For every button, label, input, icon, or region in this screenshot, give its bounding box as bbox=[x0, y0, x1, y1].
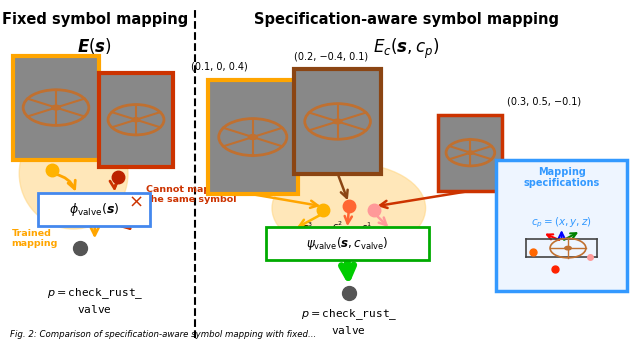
Text: (0.1, 0, 0.4): (0.1, 0, 0.4) bbox=[191, 62, 247, 72]
Circle shape bbox=[467, 151, 474, 154]
Text: $p = \mathtt{check\_rust\_}$
$\mathtt{valve}$: $p = \mathtt{check\_rust\_}$ $\mathtt{va… bbox=[301, 307, 397, 336]
Circle shape bbox=[52, 105, 60, 110]
Text: (0.2, −0.4, 0.1): (0.2, −0.4, 0.1) bbox=[294, 51, 369, 61]
Text: Trained
mapping: Trained mapping bbox=[12, 229, 58, 248]
Text: Fig. 2: Comparison of specification-aware symbol mapping with fixed...: Fig. 2: Comparison of specification-awar… bbox=[10, 330, 316, 339]
Text: $\boldsymbol{E_c}(\boldsymbol{s}, \boldsymbol{c_p})$: $\boldsymbol{E_c}(\boldsymbol{s}, \bolds… bbox=[373, 36, 440, 61]
Text: $p = \mathtt{check\_rust\_}$
$\mathtt{valve}$: $p = \mathtt{check\_rust\_}$ $\mathtt{va… bbox=[47, 286, 143, 315]
FancyBboxPatch shape bbox=[496, 160, 627, 291]
Text: $c^1_{\mathrm{valve}}$: $c^1_{\mathrm{valve}}$ bbox=[361, 220, 384, 235]
Circle shape bbox=[248, 135, 257, 139]
Circle shape bbox=[132, 118, 140, 122]
Text: $c^3_{\mathrm{valve}}$: $c^3_{\mathrm{valve}}$ bbox=[302, 220, 325, 235]
Text: $\psi_{\mathrm{valve}}(\boldsymbol{s}, c_{\mathrm{valve}})$: $\psi_{\mathrm{valve}}(\boldsymbol{s}, c… bbox=[306, 235, 388, 252]
Text: Fixed symbol mapping: Fixed symbol mapping bbox=[1, 12, 188, 27]
Text: $c_p = (x, y, z)$: $c_p = (x, y, z)$ bbox=[531, 216, 592, 230]
Bar bbox=[294, 69, 381, 174]
FancyBboxPatch shape bbox=[38, 193, 150, 226]
Bar bbox=[99, 73, 173, 167]
Text: (0.3, 0.5, −0.1): (0.3, 0.5, −0.1) bbox=[507, 96, 581, 107]
FancyBboxPatch shape bbox=[266, 227, 429, 260]
Text: $\times$: $\times$ bbox=[129, 192, 143, 210]
Circle shape bbox=[333, 119, 342, 124]
Text: $\phi_{\mathrm{valve}}(\boldsymbol{s})$: $\phi_{\mathrm{valve}}(\boldsymbol{s})$ bbox=[69, 201, 120, 218]
Text: Specification-aware symbol mapping: Specification-aware symbol mapping bbox=[254, 12, 559, 27]
Text: $\boldsymbol{E}(\boldsymbol{s})$: $\boldsymbol{E}(\boldsymbol{s})$ bbox=[77, 36, 112, 57]
Bar bbox=[13, 56, 99, 160]
Text: Mapping
specifications: Mapping specifications bbox=[524, 167, 600, 188]
Ellipse shape bbox=[272, 163, 426, 253]
Bar bbox=[438, 115, 502, 191]
Bar bbox=[208, 80, 298, 194]
Circle shape bbox=[564, 246, 572, 250]
Ellipse shape bbox=[19, 118, 128, 229]
Text: $c^2_{\mathrm{valve}}$: $c^2_{\mathrm{valve}}$ bbox=[333, 219, 356, 234]
Text: Cannot map to
the same symbol: Cannot map to the same symbol bbox=[146, 185, 236, 204]
